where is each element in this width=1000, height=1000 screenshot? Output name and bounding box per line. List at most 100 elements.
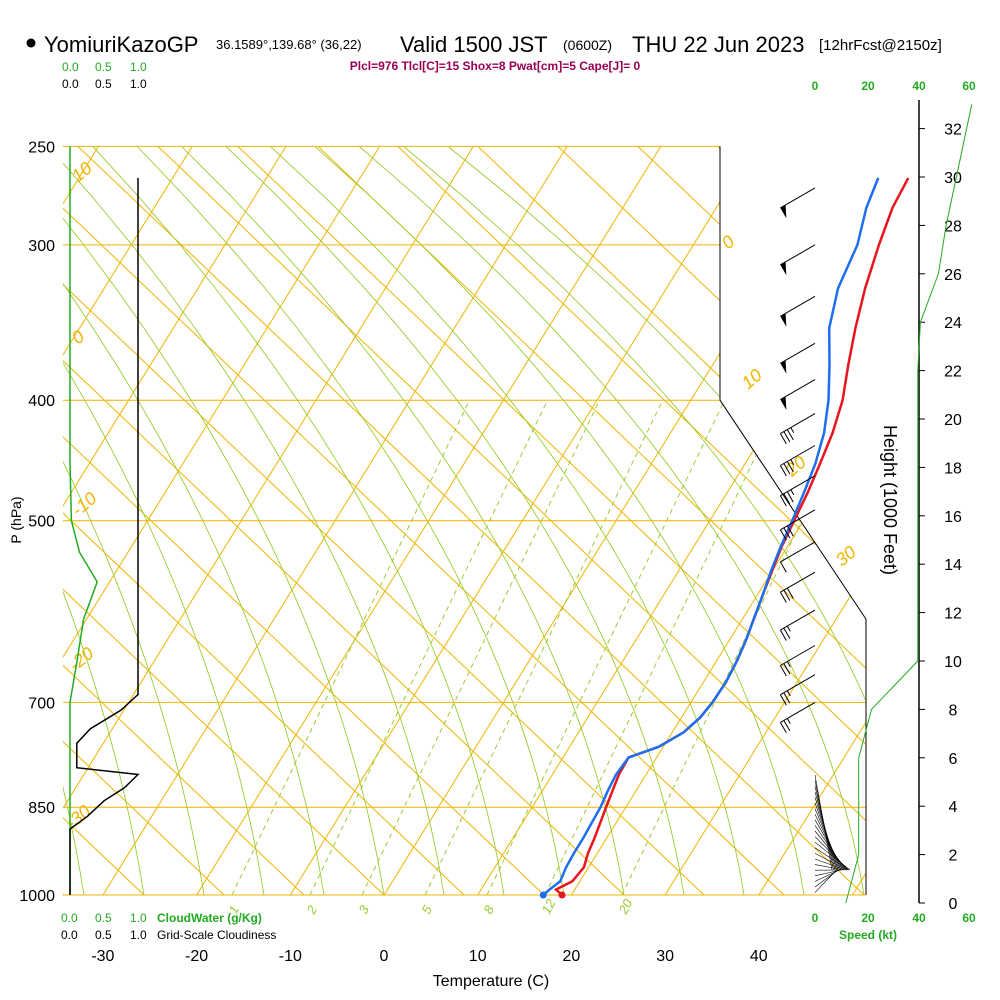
- wind-barb-staff: [780, 379, 816, 400]
- wind-barb-staff: [780, 295, 816, 317]
- height-tick-label: 30: [944, 170, 962, 187]
- pressure-tick-label: 1000: [19, 888, 55, 905]
- wind-barb-feather: [783, 527, 791, 539]
- wind-speed-line: [845, 104, 973, 904]
- isotherm-label: 10: [68, 158, 96, 186]
- wind-barb-feather: [783, 692, 791, 704]
- moist-adiabat-line: [270, 146, 745, 895]
- x-tick-label: 0: [380, 948, 389, 965]
- mixing-ratio-line: [231, 399, 470, 895]
- wind-barb: [780, 295, 816, 327]
- cloudiness-tick: 0.0: [61, 928, 78, 942]
- low-level-wind-line: [814, 864, 845, 871]
- wind-barb-staff: [780, 509, 816, 531]
- stability-indices: Plcl=976 Tlcl[C]=15 Shox=8 Pwat[cm]=5 Ca…: [350, 59, 641, 73]
- station-dot: [26, 38, 36, 48]
- height-tick-label: 18: [944, 460, 962, 477]
- speed-tick: 0: [812, 911, 819, 925]
- speed-tick: 60: [962, 79, 976, 93]
- mixing-ratio-line: [621, 399, 860, 895]
- wind-barb: [780, 187, 816, 219]
- wind-barb-staff: [780, 674, 816, 696]
- isotherm-line: [0, 146, 5, 895]
- moist-adiabat-line: [63, 146, 385, 895]
- height-tick-label: 2: [949, 848, 958, 865]
- height-tick-label: 12: [944, 606, 962, 623]
- wind-barb: [780, 342, 816, 374]
- isotherm-label: 0: [68, 326, 89, 348]
- wind-barb-feather: [779, 495, 787, 507]
- mixing-ratio-label: 3: [355, 902, 372, 916]
- moist-adiabat-line: [63, 146, 445, 895]
- cloudiness-tick: 0.5: [95, 77, 112, 91]
- x-tick-label: 30: [656, 948, 674, 965]
- height-tick-label: 6: [949, 751, 958, 768]
- low-level-wind-line: [814, 802, 840, 871]
- wind-barb: [779, 609, 816, 641]
- mixing-ratio-label: 20: [615, 896, 636, 917]
- pressure-tick-label: 250: [28, 139, 55, 156]
- dry-adiabat-line: [63, 146, 305, 895]
- low-level-wind-line: [814, 841, 851, 871]
- speed-bottom-ticks: 0 20 40 60 Speed (kt): [812, 911, 976, 942]
- x-tick-label: 40: [750, 948, 768, 965]
- wind-barb-flag: [780, 313, 787, 327]
- pressure-tick-label: 500: [28, 514, 55, 531]
- wind-barb-flag: [780, 360, 787, 374]
- wind-barb-feather: [779, 465, 787, 477]
- wind-barb-half: [786, 661, 791, 667]
- height-tick-label: 32: [944, 122, 962, 139]
- wind-barb: [779, 571, 816, 603]
- wind-barb: [779, 445, 816, 477]
- wind-barb-feather: [783, 463, 791, 475]
- low-level-wind-line: [814, 853, 848, 871]
- dewpoint-line: [542, 177, 880, 896]
- moist-adiabat-line: [63, 146, 85, 895]
- wind-barb-feather: [779, 433, 787, 445]
- wind-barb-feather: [786, 491, 794, 503]
- low-level-wind-line: [814, 869, 839, 888]
- mixing-ratio-label: 5: [418, 902, 435, 916]
- height-tick-label: 0: [949, 896, 958, 913]
- low-level-wind-line: [814, 847, 849, 871]
- wind-barb-feather: [783, 493, 791, 505]
- cloudwater-tick: 1.0: [130, 911, 147, 925]
- wind-barb-feather: [779, 561, 787, 573]
- wind-barb-feather: [786, 429, 794, 441]
- chart-frame: [63, 146, 867, 896]
- wind-barb-flag: [780, 261, 787, 276]
- moist-adiabat-line: [63, 146, 265, 895]
- wind-barb-feather: [779, 529, 787, 541]
- cloudiness-tick: 0.0: [62, 77, 79, 91]
- pressure-tick-label: 300: [28, 238, 55, 255]
- wind-barb: [780, 244, 816, 276]
- cloudwater-label: CloudWater (g/Kg): [157, 911, 262, 925]
- wind-barb-feather: [779, 629, 787, 641]
- cloudwater-tick: 0.0: [61, 911, 78, 925]
- wind-barb-half: [790, 427, 795, 433]
- speed-tick: 20: [861, 911, 875, 925]
- moist-adiabat-line: [63, 146, 325, 895]
- moist-adiabat-line: [314, 146, 805, 895]
- isotherm-line: [758, 146, 866, 895]
- y-axis-label: P (hPa): [8, 496, 24, 543]
- wind-barb: [779, 413, 816, 445]
- height-tick-label: 24: [944, 315, 962, 332]
- zulu-time: (0600Z): [563, 37, 612, 53]
- pressure-tick-label: 400: [28, 393, 55, 410]
- wind-barb-feather: [783, 589, 791, 601]
- speed-tick: 20: [861, 79, 875, 93]
- moist-adiabat-line: [225, 146, 685, 895]
- cloudiness-tick: 0.5: [95, 928, 112, 942]
- cloud-panel: [69, 146, 140, 895]
- height-tick-label: 20: [944, 412, 962, 429]
- wind-barb-feather: [779, 591, 787, 603]
- wind-barb: [780, 379, 816, 410]
- height-tick-label: 10: [944, 654, 962, 671]
- wind-barb-staff: [780, 187, 816, 209]
- dry-adiabat-line: [477, 146, 866, 895]
- dry-adiabat-line: [63, 146, 385, 895]
- mixing-ratio-label: 12: [538, 896, 558, 916]
- cloud-water-line: [69, 146, 99, 895]
